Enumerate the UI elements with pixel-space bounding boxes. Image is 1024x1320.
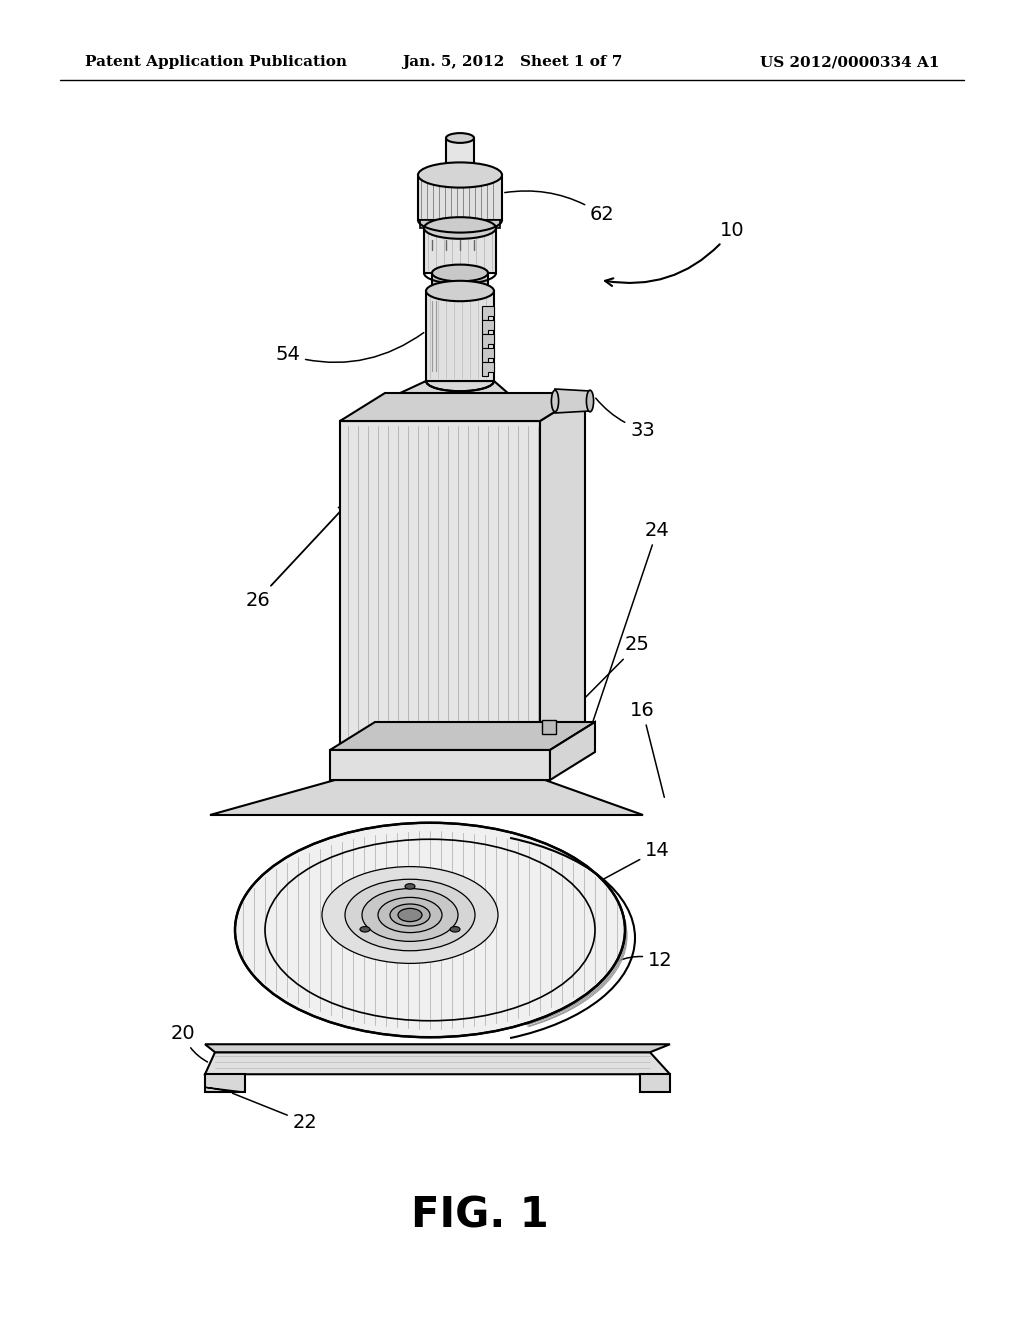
Text: 16: 16 — [630, 701, 665, 797]
Polygon shape — [542, 719, 556, 734]
Ellipse shape — [450, 927, 460, 932]
Text: 10: 10 — [605, 220, 744, 286]
Ellipse shape — [418, 162, 502, 187]
Text: Patent Application Publication: Patent Application Publication — [85, 55, 347, 69]
Text: 26: 26 — [246, 504, 347, 610]
Ellipse shape — [424, 218, 496, 239]
Ellipse shape — [378, 898, 442, 933]
Polygon shape — [340, 421, 540, 750]
Text: 22: 22 — [232, 1093, 317, 1131]
Text: 25: 25 — [558, 635, 650, 725]
Polygon shape — [340, 393, 585, 421]
Ellipse shape — [345, 879, 475, 950]
Polygon shape — [640, 1074, 670, 1092]
Polygon shape — [446, 139, 474, 176]
Polygon shape — [426, 290, 494, 381]
Text: 12: 12 — [617, 950, 673, 969]
Polygon shape — [205, 1074, 245, 1092]
Polygon shape — [550, 722, 595, 780]
Ellipse shape — [426, 281, 494, 301]
Polygon shape — [210, 780, 643, 814]
Polygon shape — [420, 220, 500, 228]
Ellipse shape — [398, 908, 422, 921]
Ellipse shape — [551, 391, 559, 412]
Polygon shape — [482, 306, 494, 319]
Text: US 2012/0000334 A1: US 2012/0000334 A1 — [761, 55, 940, 69]
Ellipse shape — [432, 264, 488, 281]
Polygon shape — [555, 389, 590, 413]
Ellipse shape — [446, 133, 474, 143]
Text: 20: 20 — [170, 1024, 208, 1063]
Text: Jan. 5, 2012   Sheet 1 of 7: Jan. 5, 2012 Sheet 1 of 7 — [401, 55, 623, 69]
Polygon shape — [205, 1052, 670, 1074]
Polygon shape — [330, 750, 550, 780]
Polygon shape — [205, 1088, 245, 1092]
Ellipse shape — [322, 867, 498, 964]
Text: 33: 33 — [596, 399, 654, 440]
Polygon shape — [330, 722, 595, 750]
Text: 62: 62 — [505, 191, 614, 224]
Text: FIG. 1: FIG. 1 — [411, 1195, 549, 1237]
Polygon shape — [432, 273, 488, 290]
Ellipse shape — [587, 391, 594, 412]
Polygon shape — [424, 228, 496, 273]
Ellipse shape — [234, 822, 625, 1038]
Text: 54: 54 — [275, 333, 424, 364]
Text: 24: 24 — [586, 520, 670, 742]
Text: 14: 14 — [503, 841, 670, 933]
Ellipse shape — [360, 927, 370, 932]
Polygon shape — [482, 362, 494, 376]
Ellipse shape — [406, 883, 415, 890]
Polygon shape — [540, 393, 585, 750]
Ellipse shape — [362, 888, 458, 941]
Polygon shape — [340, 381, 540, 421]
Polygon shape — [482, 348, 494, 362]
Polygon shape — [482, 334, 494, 348]
Polygon shape — [482, 319, 494, 334]
Ellipse shape — [390, 904, 430, 927]
Polygon shape — [418, 176, 502, 220]
Polygon shape — [205, 1044, 670, 1052]
